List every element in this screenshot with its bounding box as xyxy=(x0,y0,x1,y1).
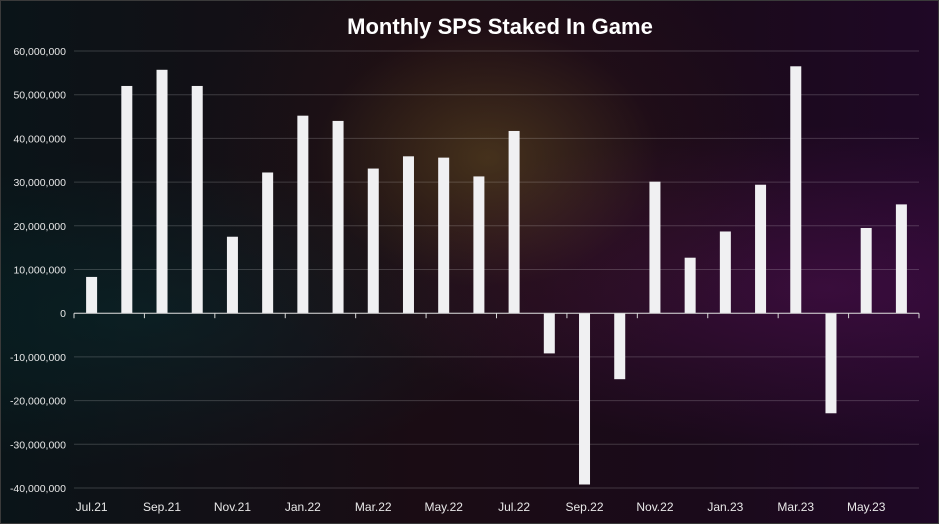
y-tick-label: 20,000,000 xyxy=(13,221,66,233)
bar-nov-22 xyxy=(649,181,661,314)
bar-jul-21 xyxy=(86,276,98,314)
bars xyxy=(86,66,907,485)
x-tick-label: Sep.21 xyxy=(143,500,181,514)
x-tick-label: Jan.23 xyxy=(707,500,743,514)
bar-may-23 xyxy=(860,227,872,314)
bar-dec-21 xyxy=(262,172,274,314)
y-tick-label: -30,000,000 xyxy=(10,439,66,451)
x-tick-label: Mar.23 xyxy=(777,500,814,514)
bar-oct-22 xyxy=(614,313,626,380)
x-tick-label: Nov.21 xyxy=(214,500,251,514)
y-tick-label: 10,000,000 xyxy=(13,265,66,277)
y-tick-label: 0 xyxy=(60,308,66,320)
x-tick-label: May.23 xyxy=(847,500,886,514)
x-tick-label: May.22 xyxy=(424,500,463,514)
bar-apr-23 xyxy=(825,313,837,414)
x-axis-ticks: Jul.21 Sep.21 Nov.21 Jan.22 Mar.22 May.22 Jul.… xyxy=(76,500,886,514)
bar-oct-21 xyxy=(191,85,203,314)
chart-title: Monthly SPS Staked In Game xyxy=(347,14,653,39)
bar-jun-22 xyxy=(473,176,485,314)
y-tick-label: -10,000,000 xyxy=(10,352,66,364)
bar-may-22 xyxy=(438,157,450,314)
bar-sep-21 xyxy=(156,69,168,314)
bar-mar-23 xyxy=(790,66,802,314)
x-tick-label: Jul.22 xyxy=(498,500,530,514)
bar-jan-22 xyxy=(297,115,309,314)
y-tick-label: 30,000,000 xyxy=(13,177,66,189)
bar-feb-23 xyxy=(755,184,767,314)
bar-sep-22 xyxy=(579,313,591,485)
y-tick-label: -20,000,000 xyxy=(10,396,66,408)
bar-aug-21 xyxy=(121,85,133,314)
bar-dec-22 xyxy=(684,257,696,314)
y-axis-ticks: 60,000,000 50,000,000 40,000,000 30,000,000… xyxy=(10,46,66,495)
x-tick-label: Jul.21 xyxy=(76,500,108,514)
bar-nov-21 xyxy=(226,236,238,314)
y-tick-label: -40,000,000 xyxy=(10,483,66,495)
y-tick-label: 50,000,000 xyxy=(13,90,66,102)
y-tick-label: 40,000,000 xyxy=(13,133,66,145)
x-tick-label: Sep.22 xyxy=(565,500,603,514)
x-axis xyxy=(73,312,920,319)
x-tick-label: Jan.22 xyxy=(285,500,321,514)
bar-mar-22 xyxy=(367,168,379,314)
bar-apr-22 xyxy=(402,156,414,314)
bar-jul-22 xyxy=(508,130,520,314)
bar-jan-23 xyxy=(719,231,731,314)
x-tick-label: Nov.22 xyxy=(636,500,673,514)
bar-aug-22 xyxy=(543,313,555,354)
bar-jun-23 xyxy=(895,204,907,314)
bar-feb-22 xyxy=(332,120,344,314)
x-tick-label: Mar.22 xyxy=(355,500,392,514)
y-tick-label: 60,000,000 xyxy=(13,46,66,58)
